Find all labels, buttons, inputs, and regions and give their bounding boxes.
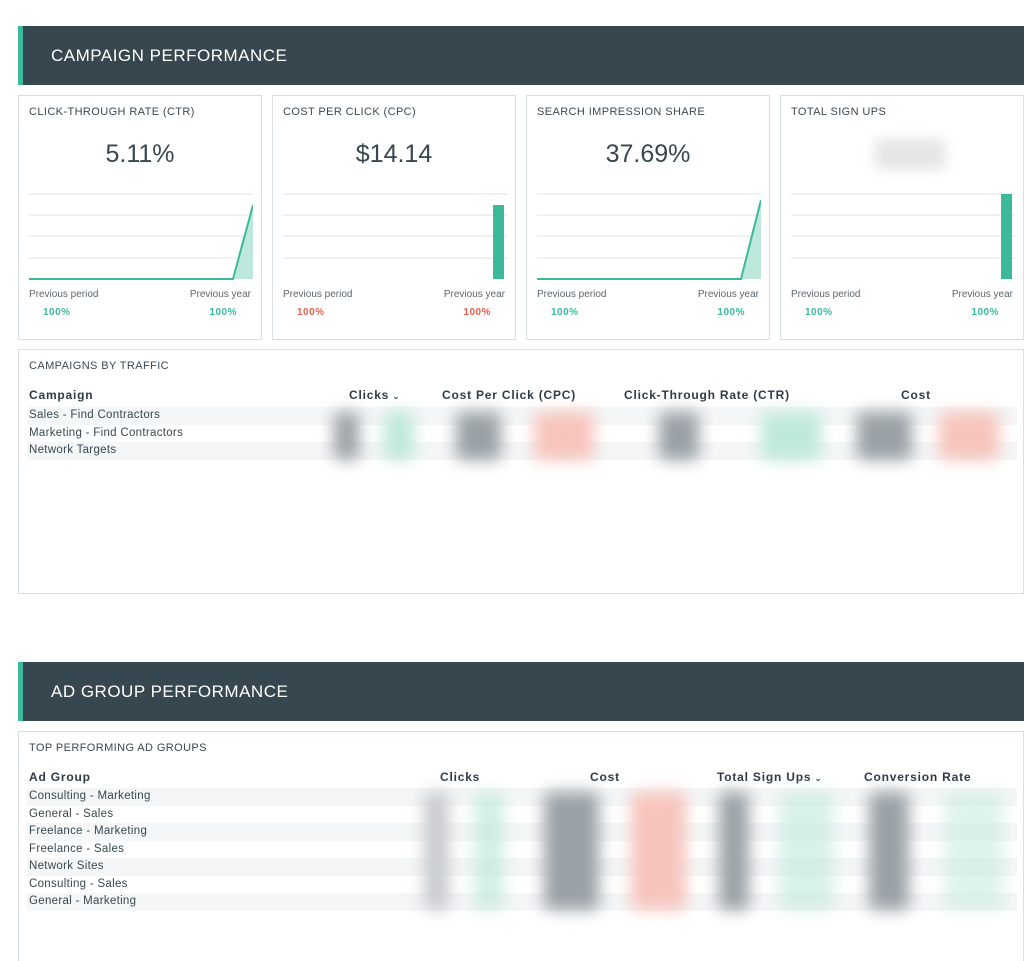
previous-period-label: Previous period — [791, 289, 861, 300]
column-header-label: Total Sign Ups — [717, 770, 812, 784]
previous-period-label: Previous period — [537, 289, 607, 300]
column-header-clicks[interactable]: Clicks — [440, 770, 481, 784]
kpi-sparkline-chart — [537, 193, 761, 280]
kpi-value: $14.14 — [355, 140, 433, 168]
redacted-cpc-values — [456, 412, 501, 460]
redacted-conversion-rate-values — [869, 792, 909, 910]
previous-year-change: 100% — [463, 307, 491, 318]
sparkline-bar — [493, 205, 504, 279]
previous-period-change: 100% — [43, 307, 71, 318]
ad-group-performance-title: AD GROUP PERFORMANCE — [51, 681, 289, 701]
kpi-card-total-sign-ups[interactable]: TOTAL SIGN UPS Previous period Previous … — [780, 95, 1024, 340]
redacted-cost-values — [544, 792, 599, 910]
column-header-label: Clicks — [349, 388, 390, 402]
previous-year-label: Previous year — [443, 289, 505, 300]
previous-period-change: 100% — [551, 307, 579, 318]
redacted-conversion-rate-change — [944, 792, 1004, 910]
table-row[interactable]: Freelance - Sales — [29, 842, 125, 855]
redacted-clicks-change — [474, 792, 504, 910]
previous-period-change: 100% — [297, 307, 325, 318]
table-row[interactable]: Network Sites — [27, 858, 1017, 876]
top-performing-ad-groups-panel: TOP PERFORMING AD GROUPS Ad Group Clicks… — [18, 731, 1024, 961]
kpi-card-search-impression-share[interactable]: SEARCH IMPRESSION SHARE 37.69% Previous … — [526, 95, 770, 340]
kpi-title: COST PER CLICK (CPC) — [283, 106, 417, 118]
kpi-card-cpc[interactable]: COST PER CLICK (CPC) $14.14 Previous per… — [272, 95, 516, 340]
redacted-sign-ups-change — [779, 792, 834, 910]
kpi-sparkline-chart — [29, 193, 253, 280]
sparkline-line — [29, 204, 253, 280]
column-header-conversion-rate[interactable]: Conversion Rate — [864, 770, 972, 784]
column-header-cost[interactable]: Cost — [590, 770, 620, 784]
redacted-clicks-values — [334, 412, 359, 460]
kpi-title: TOTAL SIGN UPS — [791, 106, 887, 118]
redacted-cpc-change — [534, 412, 594, 460]
campaign-performance-header: CAMPAIGN PERFORMANCE — [18, 26, 1024, 85]
table-row[interactable]: Consulting - Sales — [29, 877, 128, 890]
previous-year-label: Previous year — [189, 289, 251, 300]
redacted-clicks-values — [424, 792, 449, 910]
panel-title: CAMPAIGNS BY TRAFFIC — [29, 360, 170, 372]
kpi-bar-chart — [283, 193, 507, 279]
kpi-value: 5.11% — [105, 140, 175, 168]
sparkline-bar — [1001, 194, 1012, 279]
previous-year-change: 100% — [717, 307, 745, 318]
previous-period-label: Previous period — [29, 289, 99, 300]
kpi-card-ctr[interactable]: CLICK-THROUGH RATE (CTR) 5.11% Previous … — [18, 95, 262, 340]
chevron-down-icon: ⌄ — [392, 391, 401, 401]
previous-year-label: Previous year — [951, 289, 1013, 300]
campaign-performance-title: CAMPAIGN PERFORMANCE — [51, 45, 288, 65]
kpi-value-redacted — [875, 139, 945, 169]
previous-year-change: 100% — [209, 307, 237, 318]
column-header-cpc[interactable]: Cost Per Click (CPC) — [442, 388, 577, 402]
redacted-sign-ups-values — [719, 792, 749, 910]
previous-year-change: 100% — [971, 307, 999, 318]
ad-group-performance-header: AD GROUP PERFORMANCE — [18, 662, 1024, 721]
previous-year-label: Previous year — [697, 289, 759, 300]
redacted-cost-change — [631, 792, 686, 910]
redacted-cost-values — [857, 412, 912, 460]
column-header-campaign[interactable]: Campaign — [29, 388, 94, 402]
redacted-ctr-values — [659, 412, 699, 460]
column-header-cost[interactable]: Cost — [901, 388, 931, 402]
sparkline-line — [537, 199, 761, 280]
table-row[interactable]: General - Sales — [29, 807, 114, 820]
kpi-value: 37.69% — [605, 140, 691, 168]
column-header-ad-group[interactable]: Ad Group — [29, 770, 91, 784]
previous-period-change: 100% — [805, 307, 833, 318]
redacted-cost-change — [939, 412, 999, 460]
table-row[interactable]: Marketing - Find Contractors — [29, 426, 184, 439]
kpi-title: CLICK-THROUGH RATE (CTR) — [29, 106, 195, 118]
chevron-down-icon: ⌄ — [814, 773, 823, 783]
redacted-clicks-change — [384, 412, 414, 460]
kpi-bar-chart — [791, 193, 1015, 279]
column-header-ctr[interactable]: Click-Through Rate (CTR) — [624, 388, 790, 402]
kpi-title: SEARCH IMPRESSION SHARE — [537, 106, 706, 118]
table-row[interactable]: Freelance - Marketing — [27, 823, 1017, 841]
column-header-clicks[interactable]: Clicks ⌄ — [349, 388, 401, 402]
table-row[interactable]: General - Marketing — [27, 893, 1017, 911]
campaigns-by-traffic-panel: CAMPAIGNS BY TRAFFIC Campaign Clicks ⌄ Co… — [18, 349, 1024, 594]
redacted-ctr-change — [761, 412, 821, 460]
previous-period-label: Previous period — [283, 289, 353, 300]
panel-title: TOP PERFORMING AD GROUPS — [29, 742, 207, 754]
column-header-total-sign-ups[interactable]: Total Sign Ups ⌄ — [717, 770, 823, 784]
table-row[interactable]: Consulting - Marketing — [27, 788, 1017, 806]
